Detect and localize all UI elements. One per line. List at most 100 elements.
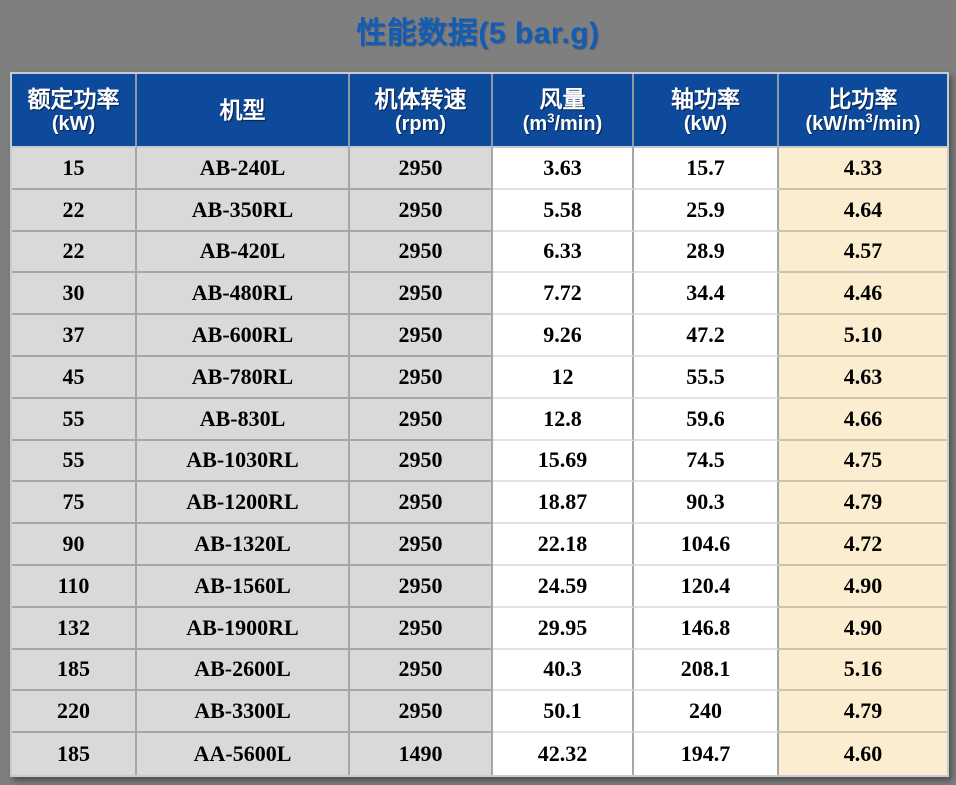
table-cell: 55.5 — [634, 356, 779, 399]
table-cell: 194.7 — [634, 733, 779, 775]
table-cell: 2950 — [350, 649, 493, 692]
table-cell: AB-1900RL — [137, 607, 350, 650]
header-row: 额定功率 (kW) 机型 机体转速 (rpm) 风量 (m3/min) 轴功率 (kW) 比功率(… — [12, 74, 947, 148]
performance-table: 额定功率 (kW) 机型 机体转速 (rpm) 风量 (m3/min) 轴功率 (kW) 比功率(… — [12, 74, 947, 775]
table-cell: 40.3 — [493, 649, 634, 692]
table-cell: 220 — [12, 691, 137, 734]
performance-table-wrapper: 额定功率 (kW) 机型 机体转速 (rpm) 风量 (m3/min) 轴功率 (kW) 比功率(… — [10, 72, 949, 777]
table-cell: 5.16 — [779, 649, 947, 692]
table-cell: 4.64 — [779, 189, 947, 232]
table-cell: AB-830L — [137, 398, 350, 441]
table-cell: 4.90 — [779, 565, 947, 608]
table-header: 额定功率 (kW) 机型 机体转速 (rpm) 风量 (m3/min) 轴功率 (kW) 比功率(… — [12, 74, 947, 148]
table-cell: 34.4 — [634, 273, 779, 316]
table-cell: 37 — [12, 315, 137, 357]
table-cell: 2950 — [350, 482, 493, 525]
table-cell: 25.9 — [634, 189, 779, 232]
table-cell: 3.63 — [493, 148, 634, 190]
column-header-title: 风量 — [539, 85, 586, 112]
table-cell: AB-1320L — [137, 524, 350, 566]
column-header-unit: (kW) — [683, 113, 728, 136]
table-cell: AB-780RL — [137, 356, 350, 399]
table-cell: 4.72 — [779, 524, 947, 566]
column-header-unit: (rpm) — [394, 113, 447, 136]
table-cell: 24.59 — [493, 565, 634, 608]
table-cell: 22.18 — [493, 524, 634, 566]
table-cell: 4.66 — [779, 398, 947, 441]
table-cell: AB-240L — [137, 148, 350, 190]
table-cell: 4.60 — [779, 733, 947, 775]
table-body: 15 AB-240L 2950 3.63 15.7 4.33 22 AB-350RL 2950 5… — [12, 148, 947, 775]
table-cell: AB-480RL — [137, 273, 350, 316]
table-cell: 50.1 — [493, 691, 634, 734]
column-header-title: 机型 — [219, 96, 266, 123]
table-cell: 185 — [12, 733, 137, 775]
table-cell: 185 — [12, 649, 137, 692]
table-cell: 12.8 — [493, 398, 634, 441]
table-cell: 22 — [12, 189, 137, 232]
table-cell: 5.10 — [779, 315, 947, 357]
table-cell: 120.4 — [634, 565, 779, 608]
table-cell: 2950 — [350, 356, 493, 399]
table-cell: 90 — [12, 524, 137, 566]
table-row: 110 AB-1560L 2950 24.59 120.4 4.90 — [12, 565, 947, 608]
table-row: 15 AB-240L 2950 3.63 15.7 4.33 — [12, 148, 947, 190]
table-cell: 4.57 — [779, 231, 947, 274]
column-header-unit: (m3/min) — [522, 110, 603, 136]
table-row: 55 AB-1030RL 2950 15.69 74.5 4.75 — [12, 440, 947, 483]
table-cell: 6.33 — [493, 231, 634, 274]
table-row: 37 AB-600RL 2950 9.26 47.2 5.10 — [12, 315, 947, 357]
table-cell: 208.1 — [634, 649, 779, 692]
table-cell: 146.8 — [634, 607, 779, 650]
table-cell: 12 — [493, 356, 634, 399]
table-cell: 30 — [12, 273, 137, 316]
column-header-title: 额定功率 — [27, 85, 120, 112]
table-cell: 18.87 — [493, 482, 634, 525]
table-cell: 132 — [12, 607, 137, 650]
column-header: 机型 — [137, 74, 350, 148]
table-cell: 2950 — [350, 565, 493, 608]
table-row: 22 AB-420L 2950 6.33 28.9 4.57 — [12, 231, 947, 274]
table-cell: AB-1200RL — [137, 482, 350, 525]
table-cell: 4.63 — [779, 356, 947, 399]
table-cell: 5.58 — [493, 189, 634, 232]
table-cell: 2950 — [350, 524, 493, 566]
column-header-unit: (kW) — [51, 113, 96, 136]
table-row: 30 AB-480RL 2950 7.72 34.4 4.46 — [12, 273, 947, 316]
column-header: 机体转速 (rpm) — [350, 74, 493, 148]
table-cell: 2950 — [350, 691, 493, 734]
table-row: 22 AB-350RL 2950 5.58 25.9 4.64 — [12, 189, 947, 232]
table-cell: 55 — [12, 440, 137, 483]
table-cell: 75 — [12, 482, 137, 525]
column-header-title: 轴功率 — [671, 85, 740, 112]
table-cell: 55 — [12, 398, 137, 441]
table-row: 185 AB-2600L 2950 40.3 208.1 5.16 — [12, 649, 947, 692]
table-cell: 15 — [12, 148, 137, 190]
table-cell: 22 — [12, 231, 137, 274]
table-row: 132 AB-1900RL 2950 29.95 146.8 4.90 — [12, 607, 947, 650]
table-row: 75 AB-1200RL 2950 18.87 90.3 4.79 — [12, 482, 947, 525]
column-header: 比功率 (kW/m3/min) — [779, 74, 947, 148]
table-cell: 2950 — [350, 148, 493, 190]
table-cell: 2950 — [350, 607, 493, 650]
table-cell: 15.69 — [493, 440, 634, 483]
table-cell: AB-420L — [137, 231, 350, 274]
column-header: 轴功率 (kW) — [634, 74, 779, 148]
table-cell: 2950 — [350, 189, 493, 232]
column-header-title: 比功率 — [828, 85, 898, 112]
table-cell: 4.33 — [779, 148, 947, 190]
table-row: 185 AA-5600L 1490 42.32 194.7 4.60 — [12, 733, 947, 775]
table-cell: 45 — [12, 356, 137, 399]
table-cell: 74.5 — [634, 440, 779, 483]
table-cell: AB-1560L — [137, 565, 350, 608]
table-row: 90 AB-1320L 2950 22.18 104.6 4.72 — [12, 524, 947, 566]
page-title: 性能数据(5 bar.g) — [356, 17, 600, 50]
table-cell: 110 — [12, 565, 137, 608]
table-cell: 4.75 — [779, 440, 947, 483]
table-cell: 2950 — [350, 231, 493, 274]
table-row: 55 AB-830L 2950 12.8 59.6 4.66 — [12, 398, 947, 441]
table-cell: 240 — [634, 691, 779, 734]
table-cell: AB-350RL — [137, 189, 350, 232]
table-cell: 2950 — [350, 273, 493, 316]
table-cell: 28.9 — [634, 231, 779, 274]
